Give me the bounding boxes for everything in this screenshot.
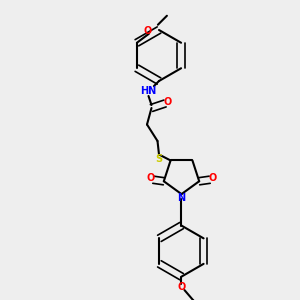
Text: S: S: [155, 154, 163, 164]
Text: O: O: [208, 173, 217, 183]
Text: N: N: [177, 193, 186, 203]
Text: O: O: [146, 173, 154, 183]
Text: O: O: [177, 282, 186, 292]
Text: HN: HN: [140, 86, 157, 97]
Text: O: O: [143, 26, 152, 36]
Text: O: O: [164, 97, 172, 107]
